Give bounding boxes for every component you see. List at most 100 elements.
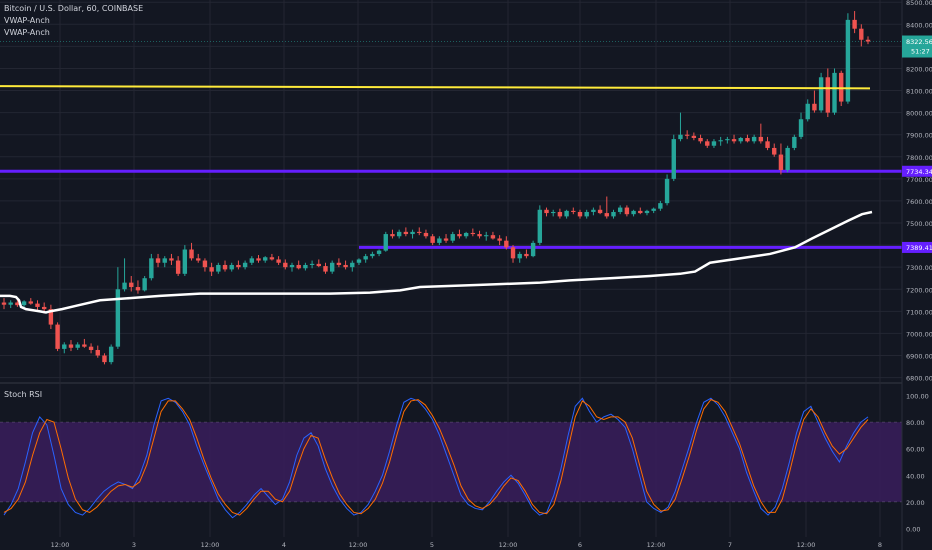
candle[interactable] [35,300,40,312]
symbol-title[interactable]: Bitcoin / U.S. Dollar, 60, COINBASE [4,4,144,13]
vwap-white-line[interactable] [0,210,873,314]
candle[interactable] [329,260,335,274]
candle[interactable] [15,299,20,307]
candle[interactable] [323,262,328,274]
candle[interactable] [229,262,234,272]
candle[interactable] [189,242,194,261]
candle[interactable] [751,134,757,144]
candle[interactable] [209,262,214,277]
candle[interactable] [115,267,121,349]
candle[interactable] [102,353,107,365]
indicator-vwap-2[interactable]: VWAP-Anch [4,28,50,37]
candle[interactable] [484,231,489,241]
candle[interactable] [182,245,188,277]
candle[interactable] [256,255,261,263]
candle[interactable] [825,68,831,118]
candle[interactable] [778,143,784,175]
candle[interactable] [443,234,449,243]
candle[interactable] [718,136,723,146]
candle[interactable] [202,258,208,272]
candle[interactable] [852,11,857,34]
candle[interactable] [617,205,623,215]
candle[interactable] [236,260,241,270]
candle[interactable] [624,205,630,217]
candle[interactable] [517,251,522,263]
time-axis[interactable]: 12:00 3 12:00 4 12:00 5 12:00 6 12:00 7 12:00 8 [51,541,882,549]
candle[interactable] [75,342,80,350]
candle[interactable] [812,90,817,113]
candle[interactable] [396,229,402,239]
horizontal-levels[interactable] [0,169,902,249]
stoch-k-line[interactable] [3,397,869,519]
candle[interactable] [303,262,308,271]
candle[interactable] [263,256,268,263]
candle[interactable] [577,209,583,219]
candle[interactable] [430,234,435,246]
candle[interactable] [162,256,167,268]
candle[interactable] [437,236,442,246]
candle[interactable] [383,231,388,252]
candle[interactable] [142,276,147,292]
candle[interactable] [644,209,650,216]
candle[interactable] [336,258,342,268]
candle[interactable] [604,196,609,219]
candle[interactable] [765,136,770,151]
candle[interactable] [296,260,301,270]
candle[interactable] [631,209,636,217]
candle[interactable] [289,262,295,272]
candle[interactable] [584,209,589,219]
candle[interactable] [571,207,576,215]
candle[interactable] [222,260,228,272]
candle[interactable] [149,253,154,281]
candle[interactable] [1,298,7,310]
candle[interactable] [658,200,663,211]
candle[interactable] [832,68,837,115]
candle[interactable] [497,235,502,246]
candle[interactable] [62,342,67,354]
candle[interactable] [450,231,455,243]
candle[interactable] [758,123,764,144]
candle[interactable] [155,253,161,268]
candle[interactable] [698,134,703,144]
candle[interactable] [276,256,281,265]
candle[interactable] [269,253,275,261]
candle[interactable] [356,258,362,265]
candle[interactable] [457,229,462,239]
candle[interactable] [410,229,415,239]
candle[interactable] [470,228,476,237]
candle[interactable] [818,72,824,113]
candle[interactable] [510,245,516,263]
candle[interactable] [530,240,536,258]
candle[interactable] [216,262,221,274]
candle[interactable] [403,227,409,237]
candle[interactable] [122,258,127,292]
candle[interactable] [611,209,616,219]
candle[interactable] [249,256,255,265]
candle[interactable] [859,24,864,47]
candle[interactable] [738,136,743,144]
candle[interactable] [463,231,469,239]
candle[interactable] [316,259,321,268]
candle[interactable] [865,36,871,45]
candle[interactable] [343,260,348,270]
candle[interactable] [82,338,87,348]
candle[interactable] [845,13,851,104]
candle[interactable] [242,260,248,270]
candle[interactable] [21,300,27,307]
candle[interactable] [597,205,603,215]
candle[interactable] [88,343,94,354]
candle[interactable] [564,209,569,219]
candle[interactable] [108,344,114,365]
vwap-yellow-line[interactable] [0,85,871,90]
stoch-d-line[interactable] [3,399,869,516]
candle[interactable] [524,249,529,259]
candle[interactable] [792,134,797,151]
candle[interactable] [537,205,543,246]
candle[interactable] [376,249,382,257]
candlestick-series[interactable] [1,11,871,365]
stoch-rsi-lines[interactable] [3,397,869,519]
candle[interactable] [28,298,33,305]
candle[interactable] [169,253,174,265]
candle[interactable] [805,99,810,122]
